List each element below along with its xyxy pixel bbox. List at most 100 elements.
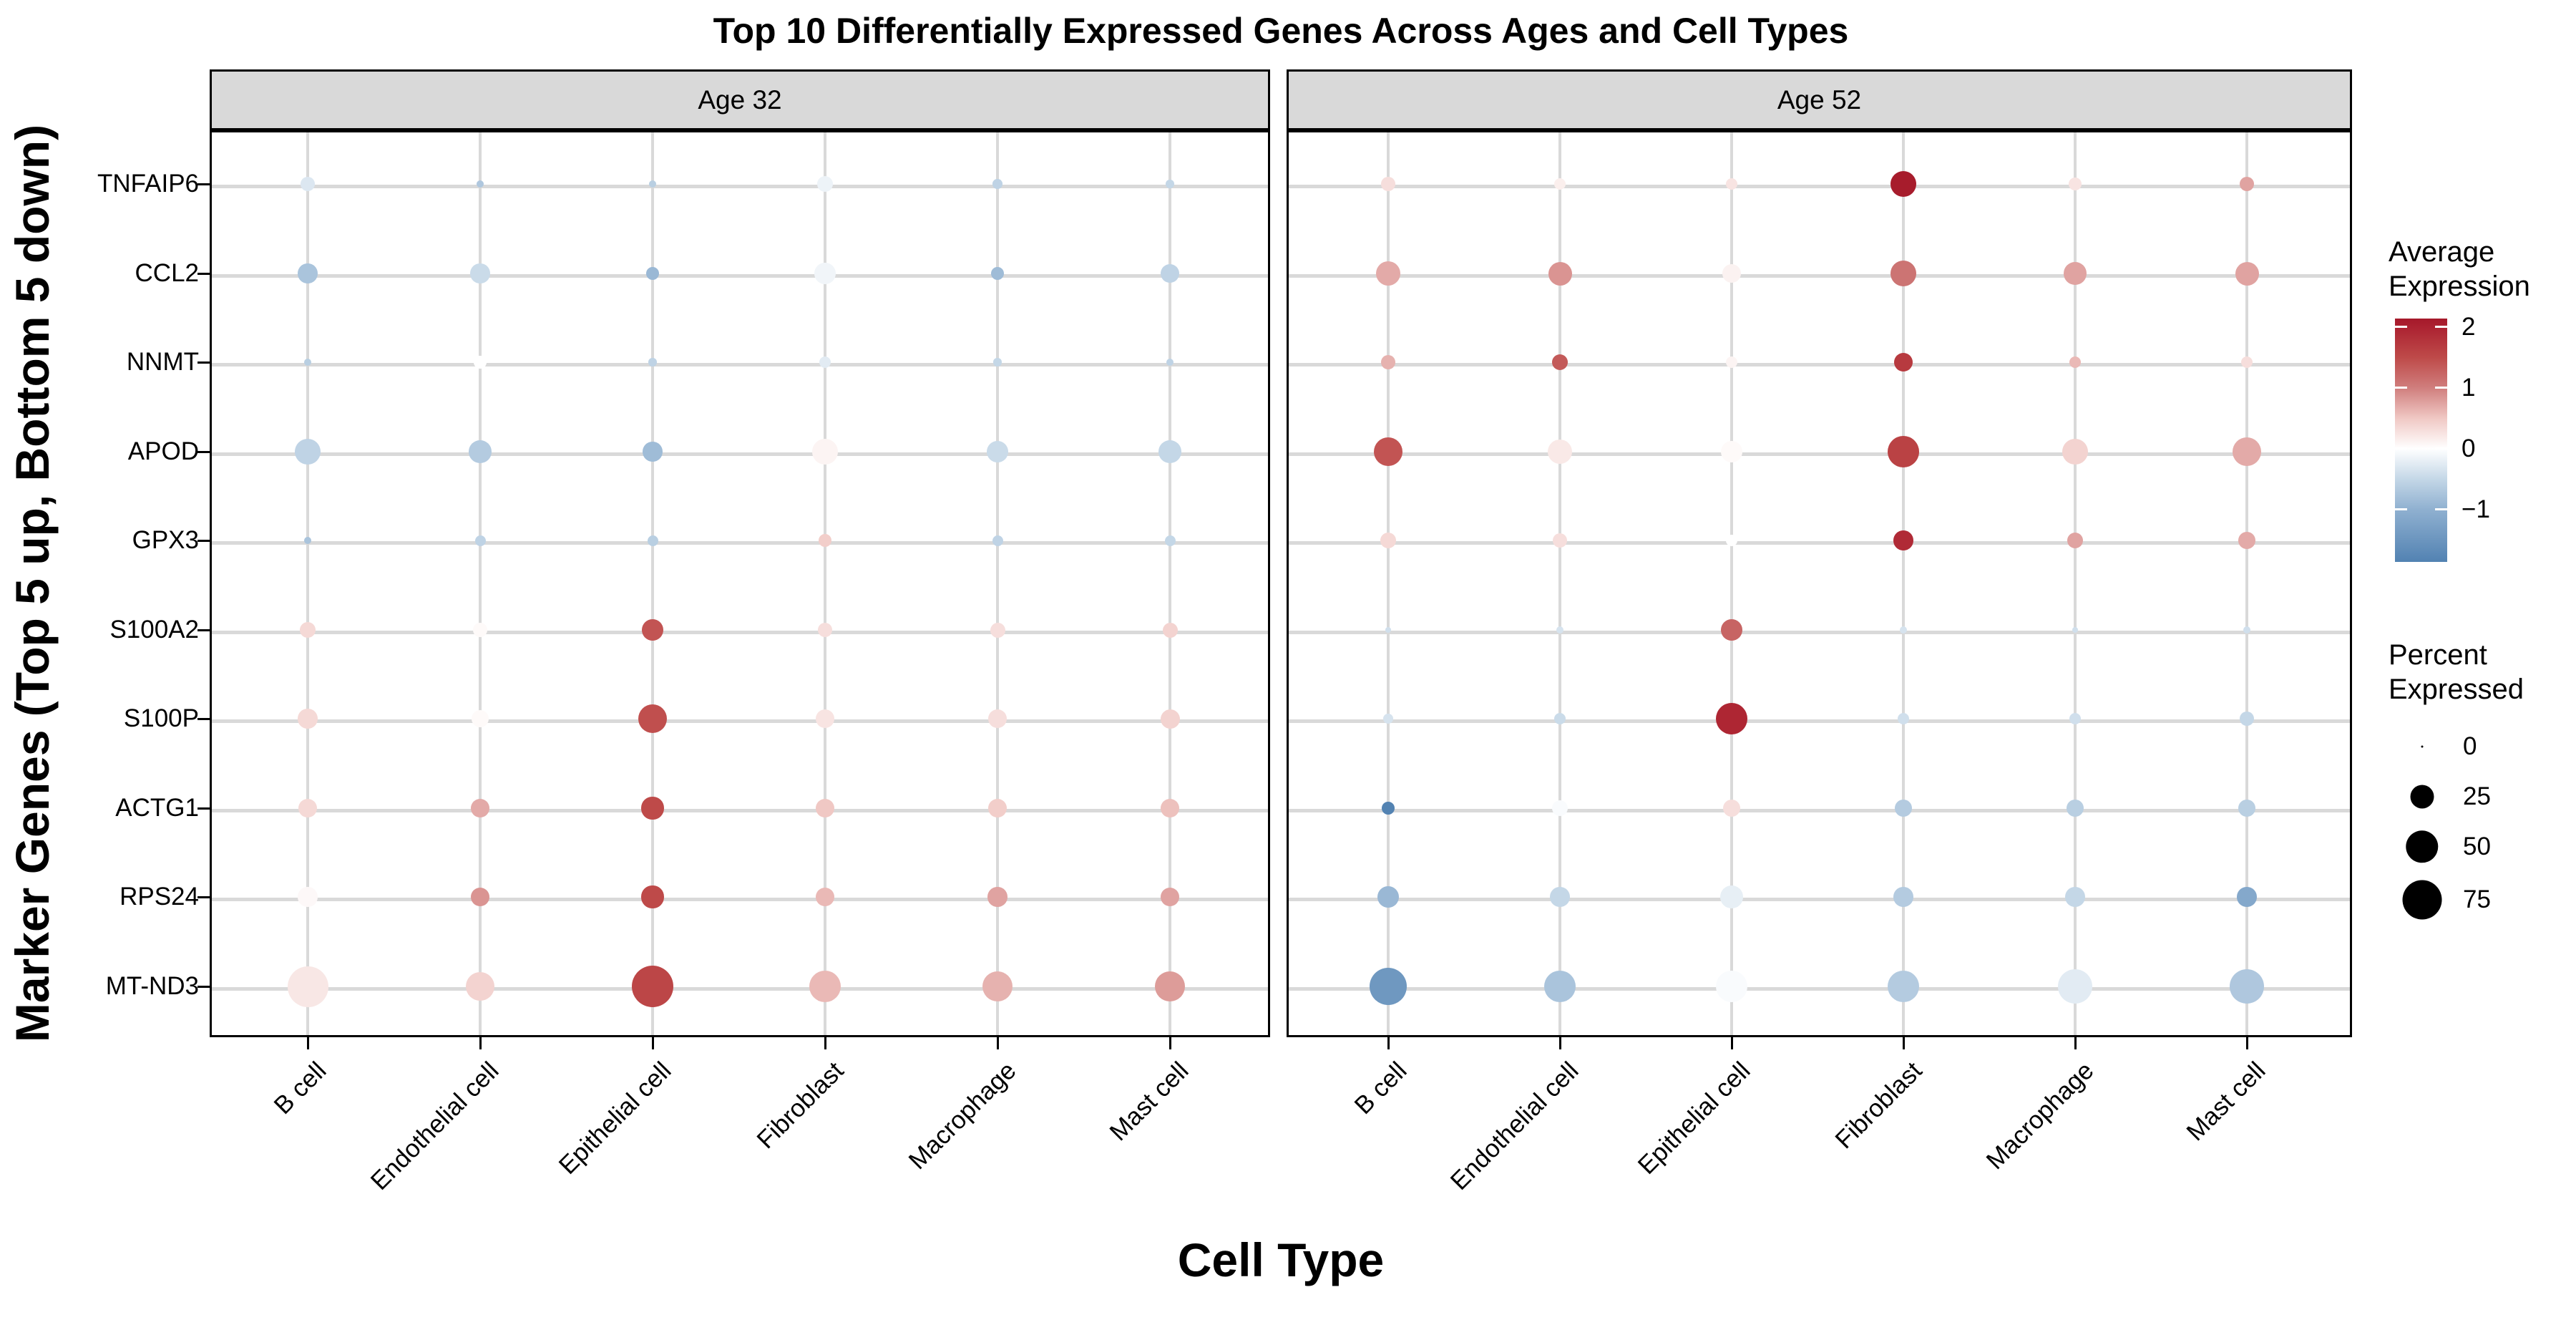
y-tick-label-gene: S100P [123, 704, 199, 732]
expression-dot [2240, 712, 2254, 726]
y-tick-label-gene: ACTG1 [115, 794, 199, 822]
expression-dot [474, 356, 487, 369]
size-legend-dot [2402, 880, 2442, 920]
expression-dot [1162, 622, 1178, 638]
gridline-horizontal [1289, 452, 2350, 456]
expression-dot [476, 180, 484, 188]
expression-dot [991, 267, 1004, 280]
colorbar-tick-mark [2395, 508, 2407, 511]
expression-dot [287, 966, 328, 1007]
gridline-vertical [479, 132, 482, 1035]
gridline-horizontal [1289, 986, 2350, 991]
x-tick-mark [1902, 1037, 1905, 1049]
y-tick-label-gene: NNMT [126, 348, 199, 376]
expression-dot [1164, 535, 1176, 546]
expression-dot [2240, 177, 2254, 191]
facet-panel [1287, 130, 2352, 1037]
colorbar-tick-mark [2435, 508, 2447, 511]
expression-dot [809, 970, 841, 1003]
expression-dot [648, 358, 657, 367]
x-tick-mark [2074, 1037, 2077, 1049]
expression-dot [1725, 534, 1738, 547]
expression-dot [815, 887, 835, 907]
size-legend-dot [2410, 785, 2434, 809]
expression-dot [1553, 533, 1567, 548]
expression-dot [1381, 355, 1395, 369]
gridline-vertical [651, 132, 654, 1035]
expression-dot [298, 709, 318, 729]
expression-dot [992, 179, 1002, 189]
expression-dot [1382, 802, 1395, 815]
expression-dot [2238, 532, 2255, 549]
expression-dot [2069, 712, 2082, 725]
gridline-vertical [306, 132, 309, 1035]
expression-dot [647, 535, 658, 546]
expression-dot [470, 887, 490, 907]
gridline-vertical [1902, 132, 1905, 1035]
expression-dot [815, 798, 835, 818]
expression-dot [1715, 702, 1748, 735]
x-tick-mark [479, 1037, 482, 1049]
y-tick-mark [197, 985, 210, 988]
expression-dot [1382, 713, 1394, 724]
expression-dot [1890, 170, 1917, 198]
gridline-horizontal [212, 452, 1268, 456]
expression-dot [1160, 887, 1180, 907]
y-tick-label-gene: S100A2 [109, 616, 199, 644]
expression-dot [2058, 969, 2092, 1004]
expression-dot [2069, 178, 2082, 190]
expression-dot [474, 535, 486, 546]
expression-dot [303, 536, 312, 545]
expression-dot [472, 710, 489, 727]
expression-dot [1715, 970, 1748, 1003]
y-tick-mark [197, 895, 210, 898]
x-axis-title: Cell Type [1177, 1233, 1385, 1286]
expression-dot [1374, 437, 1402, 466]
expression-dot [1166, 358, 1174, 367]
expression-dot [2072, 626, 2078, 633]
gridline-horizontal [1289, 719, 2350, 723]
size-legend-dot [2421, 745, 2424, 748]
colorbar-tick-label: 0 [2462, 434, 2476, 462]
facet-label: Age 52 [1777, 84, 1862, 115]
gridline-vertical [1558, 132, 1561, 1035]
facet-strip: Age 32 [210, 69, 1270, 130]
gridline-horizontal [212, 540, 1268, 545]
y-tick-mark [197, 807, 210, 810]
expression-dot [301, 177, 315, 191]
colorbar-tick-mark [2395, 326, 2407, 329]
expression-dot [295, 439, 321, 465]
size-legend-label: 50 [2463, 833, 2491, 860]
y-tick-mark [197, 717, 210, 720]
expression-dot [1160, 798, 1180, 818]
gridline-horizontal [212, 184, 1268, 188]
facet-panel [210, 130, 1270, 1037]
gridline-horizontal [212, 630, 1268, 634]
expression-dot [1553, 178, 1566, 190]
expression-dot [641, 885, 664, 908]
x-tick-mark [1387, 1037, 1390, 1049]
colorbar-tick-mark [2395, 447, 2407, 450]
expression-dot [1550, 887, 1570, 907]
expression-dot [300, 622, 316, 638]
x-tick-mark [2245, 1037, 2248, 1049]
color-legend-title-line1: Average [2389, 236, 2495, 268]
expression-dot [1720, 885, 1743, 908]
expression-dot [817, 176, 833, 192]
expression-dot [982, 971, 1013, 1002]
expression-dot [469, 440, 492, 463]
expression-dot [2238, 800, 2255, 817]
gridline-vertical [1387, 132, 1390, 1035]
gridline-vertical [2245, 132, 2248, 1035]
size-legend-label: 75 [2463, 885, 2491, 913]
y-tick-label-gene: MT-ND3 [105, 972, 199, 1000]
gridline-vertical [2074, 132, 2077, 1035]
expression-dot [1552, 354, 1568, 370]
expression-dot [990, 622, 1005, 638]
expression-dot [1375, 261, 1401, 286]
expression-dot [2067, 800, 2084, 817]
expression-dot [1548, 261, 1572, 286]
gridline-vertical [1730, 132, 1733, 1035]
gridline-horizontal [212, 986, 1268, 991]
colorbar-tick-mark [2435, 447, 2447, 450]
